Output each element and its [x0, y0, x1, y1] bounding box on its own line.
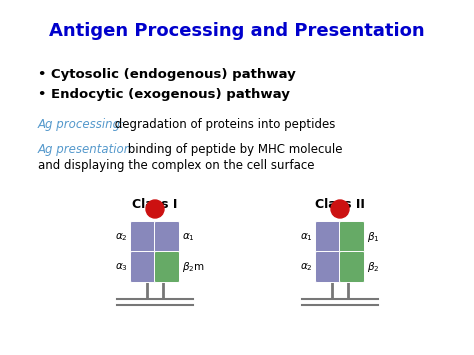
FancyBboxPatch shape — [339, 251, 365, 283]
Text: •: • — [38, 68, 51, 81]
Text: $\alpha_1$: $\alpha_1$ — [182, 231, 195, 243]
Circle shape — [146, 200, 164, 218]
Text: $\alpha_1$: $\alpha_1$ — [300, 231, 313, 243]
Text: $\alpha_3$: $\alpha_3$ — [115, 261, 128, 273]
Text: $\beta_2$m: $\beta_2$m — [182, 260, 205, 274]
FancyBboxPatch shape — [155, 251, 180, 283]
Text: •: • — [38, 88, 51, 101]
Text: Class I: Class I — [132, 198, 178, 211]
Text: Ag presentation:: Ag presentation: — [38, 143, 136, 156]
Text: and displaying the complex on the cell surface: and displaying the complex on the cell s… — [38, 159, 315, 172]
FancyBboxPatch shape — [130, 251, 155, 283]
Text: Endocytic (exogenous) pathway: Endocytic (exogenous) pathway — [51, 88, 290, 101]
Text: Class II: Class II — [315, 198, 365, 211]
Text: $\beta_1$: $\beta_1$ — [367, 230, 380, 244]
FancyBboxPatch shape — [316, 251, 340, 283]
Circle shape — [331, 200, 349, 218]
FancyBboxPatch shape — [155, 222, 180, 252]
Text: $\alpha_2$: $\alpha_2$ — [301, 261, 313, 273]
FancyBboxPatch shape — [316, 222, 340, 252]
Text: Ag processing:: Ag processing: — [38, 118, 125, 131]
Text: Cytosolic (endogenous) pathway: Cytosolic (endogenous) pathway — [51, 68, 296, 81]
Text: $\alpha_2$: $\alpha_2$ — [115, 231, 128, 243]
Text: binding of peptide by MHC molecule: binding of peptide by MHC molecule — [124, 143, 343, 156]
FancyBboxPatch shape — [339, 222, 365, 252]
Text: degradation of proteins into peptides: degradation of proteins into peptides — [111, 118, 336, 131]
Text: $\beta_2$: $\beta_2$ — [367, 260, 380, 274]
FancyBboxPatch shape — [130, 222, 155, 252]
Text: Antigen Processing and Presentation: Antigen Processing and Presentation — [49, 22, 425, 40]
